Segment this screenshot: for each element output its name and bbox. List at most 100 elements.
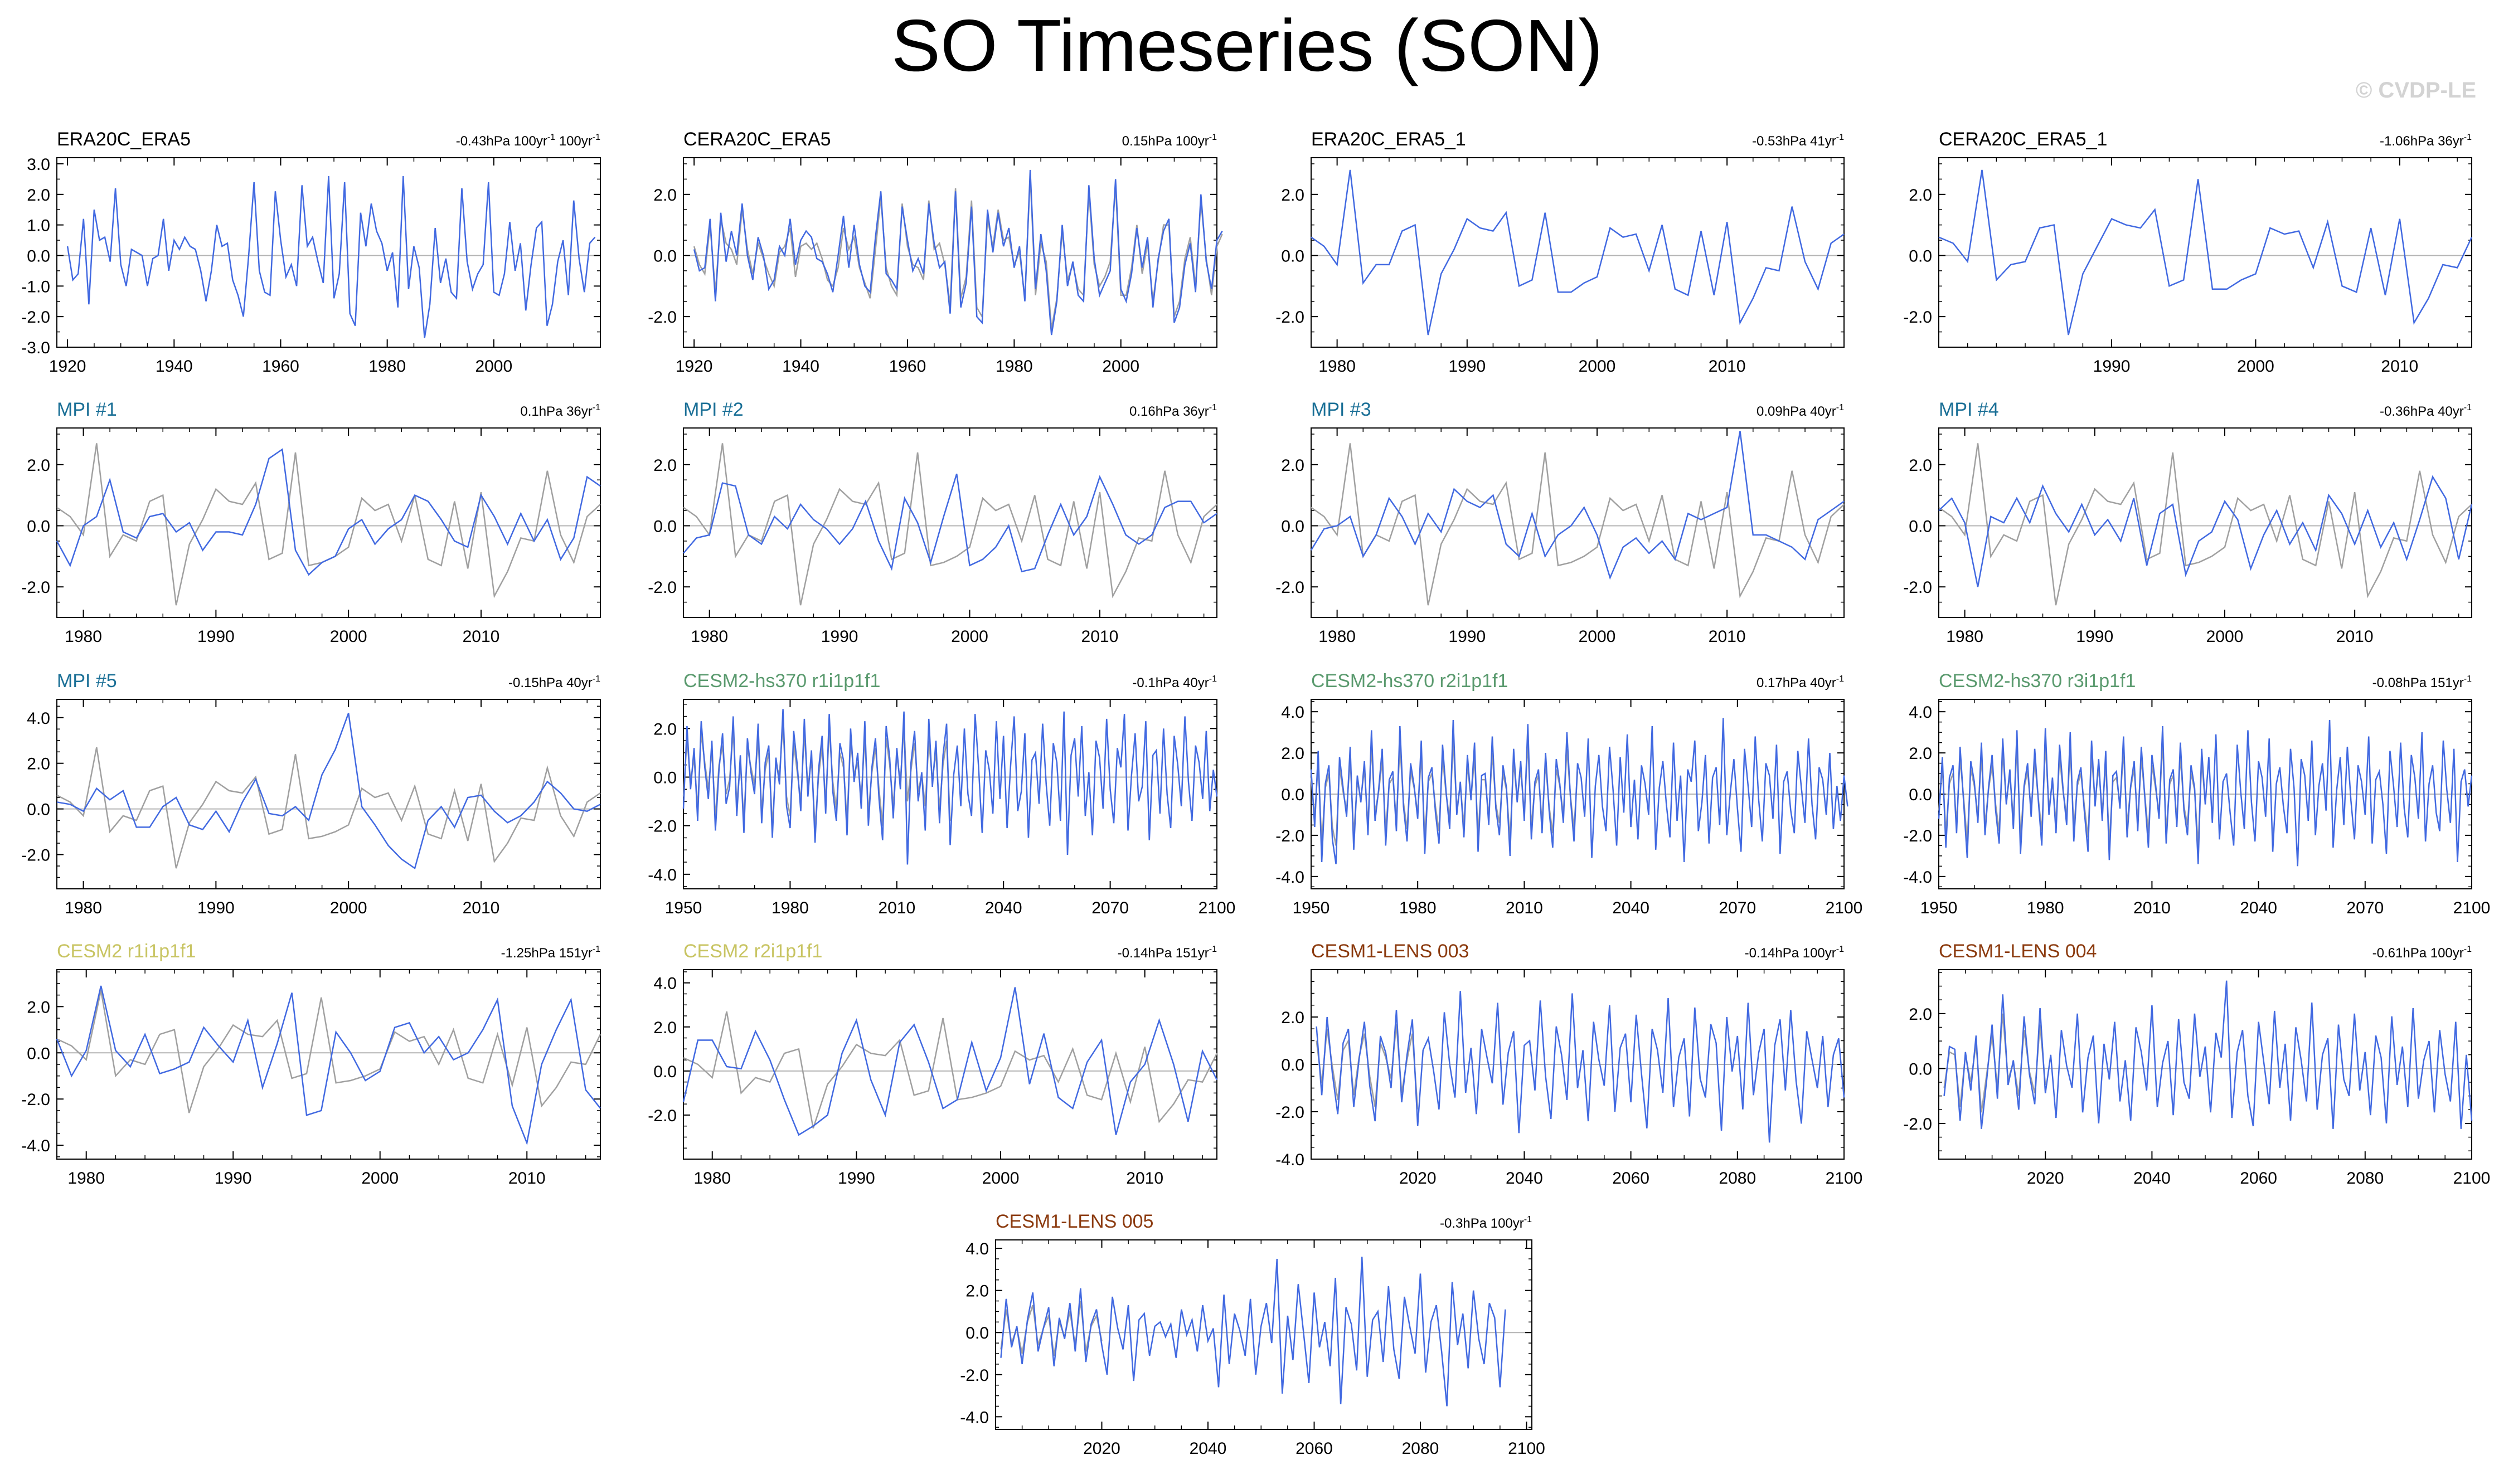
trend-text: -0.1hPa 40yr bbox=[1132, 675, 1209, 690]
x-tick-label: 1980 bbox=[2027, 899, 2064, 917]
y-tick-label: 2.0 bbox=[27, 186, 50, 205]
y-tick-label: 0.0 bbox=[27, 801, 50, 819]
panel-title: MPI #2 bbox=[683, 399, 744, 420]
trend-text: -0.14hPa 151yr bbox=[1118, 946, 1209, 961]
x-tick-label: 2100 bbox=[1508, 1439, 1545, 1458]
x-tick-label: 2010 bbox=[2381, 357, 2418, 376]
y-tick-label: -2.0 bbox=[648, 1107, 677, 1125]
trend-exponent: -1 bbox=[593, 403, 600, 412]
x-tick-label: 2000 bbox=[330, 899, 367, 917]
plot-frame bbox=[56, 969, 601, 1160]
y-tick-label: -2.0 bbox=[1275, 827, 1304, 845]
y-tick-label: -2.0 bbox=[1903, 827, 1932, 845]
panel-11: 4.0 2.0 0.0 -2.0 -4.0 1950 1980 2010 2040 2070 210… bbox=[1275, 670, 1862, 917]
trend-exponent: -1 bbox=[1836, 133, 1844, 142]
x-tick-label: 1990 bbox=[197, 899, 235, 917]
trend-label: -1.25hPa 151yr-1 bbox=[501, 945, 600, 961]
y-tick-label: 2.0 bbox=[653, 456, 677, 475]
panel-8: 2.0 0.0 -2.0 1980 1990 2000 2010 MPI #4 -0.36hPa… bbox=[1903, 399, 2473, 646]
y-tick-label: -2.0 bbox=[21, 578, 50, 597]
x-tick-label: 1990 bbox=[2093, 357, 2131, 376]
reference-series-line bbox=[683, 443, 1217, 606]
x-tick-label: 1990 bbox=[838, 1169, 875, 1188]
x-tick-label: 2070 bbox=[1719, 899, 1756, 917]
x-tick-label: 2010 bbox=[2133, 899, 2171, 917]
plot-frame bbox=[683, 427, 1217, 618]
trend-text: 0.16hPa 36yr bbox=[1129, 404, 1209, 419]
trend-exponent: -1 bbox=[1209, 674, 1217, 684]
x-tick-label: 2010 bbox=[1506, 899, 1543, 917]
data-series-line bbox=[1938, 719, 2473, 867]
trend-exponent: -1 bbox=[1209, 403, 1217, 412]
y-tick-label: 0.0 bbox=[1281, 1056, 1304, 1074]
trend-label: 0.15hPa 100yr-1 bbox=[1122, 133, 1217, 149]
x-tick-label: 2000 bbox=[1579, 627, 1616, 646]
x-tick-label: 1980 bbox=[1318, 627, 1356, 646]
x-tick-label: 1990 bbox=[1448, 357, 1486, 376]
y-tick-label: 2.0 bbox=[1281, 745, 1304, 763]
y-tick-label: 4.0 bbox=[1281, 703, 1304, 722]
trend-text: 0.09hPa 40yr bbox=[1757, 404, 1836, 419]
y-tick-label: -2.0 bbox=[1275, 578, 1304, 597]
trend-label: 0.09hPa 40yr-1 bbox=[1757, 403, 1844, 419]
y-tick-label: -2.0 bbox=[648, 818, 677, 836]
x-tick-label: 1980 bbox=[996, 357, 1033, 376]
y-tick-label: 0.0 bbox=[653, 1063, 677, 1081]
x-tick-label: 2100 bbox=[1826, 899, 1863, 917]
panel-16: 2.0 0.0 -2.0 2020 2040 2060 2080 2100 CESM1-LENS… bbox=[1903, 941, 2490, 1188]
trend-text: 0.17hPa 40yr bbox=[1757, 675, 1836, 690]
y-tick-label: -2.0 bbox=[1903, 578, 1932, 597]
x-tick-label: 1980 bbox=[772, 899, 809, 917]
trend-label: -0.36hPa 40yr-1 bbox=[2380, 403, 2472, 419]
plot-frame bbox=[1311, 427, 1845, 618]
trend-exponent: -1 bbox=[1524, 1215, 1532, 1224]
y-tick-label: 2.0 bbox=[653, 186, 677, 205]
y-tick-label: -4.0 bbox=[1903, 868, 1932, 887]
y-tick-label: 0.0 bbox=[1909, 786, 1932, 804]
data-series-line bbox=[56, 448, 601, 576]
trend-label: -0.3hPa 100yr-1 bbox=[1440, 1215, 1532, 1231]
panel-title: CERA20C_ERA5_1 bbox=[1939, 129, 2107, 150]
x-tick-label: 2070 bbox=[2346, 899, 2384, 917]
x-tick-label: 1980 bbox=[65, 627, 102, 646]
x-tick-label: 1990 bbox=[215, 1169, 252, 1188]
y-tick-label: 2.0 bbox=[965, 1282, 989, 1301]
y-tick-label: 2.0 bbox=[1281, 186, 1304, 205]
x-tick-label: 2060 bbox=[1295, 1439, 1333, 1458]
trend-label: -0.61hPa 100yr-1 bbox=[2372, 945, 2472, 961]
trend-label: -0.1hPa 40yr-1 bbox=[1132, 674, 1217, 690]
trend-label: 0.1hPa 36yr-1 bbox=[520, 403, 600, 419]
x-tick-label: 2000 bbox=[1579, 357, 1616, 376]
x-tick-label: 1980 bbox=[1318, 357, 1356, 376]
data-series-line bbox=[56, 985, 601, 1146]
x-tick-label: 1980 bbox=[691, 627, 728, 646]
y-tick-label: 2.0 bbox=[653, 720, 677, 738]
y-tick-label: -4.0 bbox=[1275, 1151, 1304, 1169]
y-tick-label: 2.0 bbox=[1909, 456, 1932, 475]
x-tick-label: 1940 bbox=[782, 357, 819, 376]
plot-frame bbox=[56, 699, 601, 889]
data-series-line bbox=[56, 713, 601, 870]
trend-exponent-2: -1 bbox=[593, 133, 600, 142]
data-series-line bbox=[683, 473, 1217, 573]
x-tick-label: 2040 bbox=[1612, 899, 1649, 917]
trend-label: -0.15hPa 40yr-1 bbox=[508, 674, 600, 690]
trend-label: -0.08hPa 151yr-1 bbox=[2372, 674, 2472, 690]
trend-exponent: -1 bbox=[593, 945, 600, 954]
trend-exponent: -1 bbox=[2464, 133, 2472, 142]
x-tick-label: 1960 bbox=[889, 357, 926, 376]
panel-6: 2.0 0.0 -2.0 1980 1990 2000 2010 MPI #2 0.16hPa … bbox=[648, 399, 1217, 646]
y-tick-label: -2.0 bbox=[1275, 1103, 1304, 1122]
x-tick-label: 1980 bbox=[67, 1169, 105, 1188]
y-tick-label: 0.0 bbox=[1909, 517, 1932, 536]
trend-text: -0.14hPa 100yr bbox=[1745, 946, 1836, 961]
x-tick-label: 1950 bbox=[1293, 899, 1330, 917]
x-tick-label: 2100 bbox=[1826, 1169, 1863, 1188]
y-tick-label: 2.0 bbox=[1281, 1009, 1304, 1027]
y-tick-label: 0.0 bbox=[27, 1044, 50, 1063]
x-tick-label: 2100 bbox=[2453, 1169, 2491, 1188]
data-series-line bbox=[1310, 718, 1848, 864]
panel-title: ERA20C_ERA5_1 bbox=[1311, 129, 1466, 150]
